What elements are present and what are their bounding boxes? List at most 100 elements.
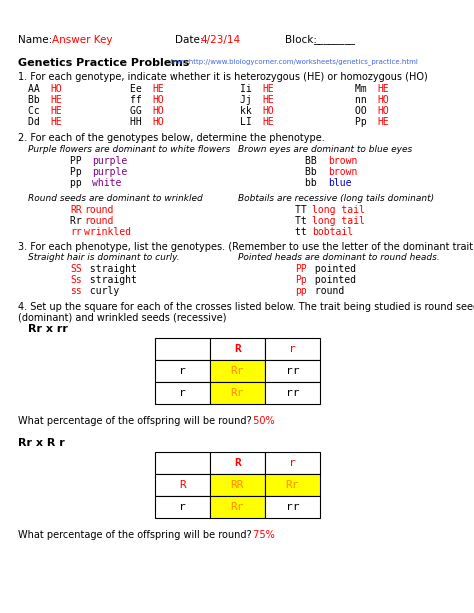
- Text: Rr: Rr: [231, 388, 244, 398]
- Text: round: round: [84, 216, 113, 226]
- Bar: [210, 360, 265, 382]
- Text: rr: rr: [286, 366, 299, 376]
- Text: R: R: [234, 344, 241, 354]
- Bar: [210, 474, 265, 496]
- Text: TT: TT: [295, 205, 313, 215]
- Bar: [265, 338, 320, 360]
- Text: 1. For each genotype, indicate whether it is heterozygous (HE) or homozygous (HO: 1. For each genotype, indicate whether i…: [18, 72, 428, 82]
- Text: ff: ff: [130, 95, 147, 105]
- Text: Block:: Block:: [285, 35, 317, 45]
- Bar: [210, 382, 265, 404]
- Text: R: R: [234, 458, 241, 468]
- Text: PP: PP: [295, 264, 307, 274]
- Text: What percentage of the offspring will be round?: What percentage of the offspring will be…: [18, 530, 252, 540]
- Text: 75%: 75%: [250, 530, 275, 540]
- Text: Ii: Ii: [240, 84, 258, 94]
- Text: HE: HE: [377, 117, 389, 127]
- Text: wrinkled: wrinkled: [84, 227, 131, 237]
- Text: pp: pp: [295, 286, 307, 296]
- Text: 3. For each phenotype, list the genotypes. (Remember to use the letter of the do: 3. For each phenotype, list the genotype…: [18, 242, 474, 252]
- Text: R: R: [179, 480, 186, 490]
- Text: r: r: [179, 388, 186, 398]
- Text: r: r: [179, 366, 186, 376]
- Text: Date:: Date:: [175, 35, 207, 45]
- Text: HE: HE: [262, 84, 274, 94]
- Bar: [155, 338, 210, 360]
- Text: ss: ss: [70, 286, 82, 296]
- Text: GG: GG: [130, 106, 147, 116]
- Text: Cc: Cc: [28, 106, 46, 116]
- Text: nn: nn: [355, 95, 373, 105]
- Text: Rr: Rr: [70, 216, 88, 226]
- Text: ________: ________: [313, 35, 355, 45]
- Text: tt: tt: [295, 227, 313, 237]
- Text: Pointed heads are dominant to round heads.: Pointed heads are dominant to round head…: [238, 253, 440, 262]
- Text: HO: HO: [50, 84, 62, 94]
- Text: HE: HE: [50, 117, 62, 127]
- Text: RR: RR: [231, 480, 244, 490]
- Text: (dominant) and wrinkled seeds (recessive): (dominant) and wrinkled seeds (recessive…: [18, 313, 227, 323]
- Text: OO: OO: [355, 106, 373, 116]
- Text: RR: RR: [70, 205, 82, 215]
- Text: Bb: Bb: [305, 167, 323, 177]
- Text: long tail: long tail: [312, 216, 365, 226]
- Text: BB: BB: [305, 156, 323, 166]
- Bar: [265, 360, 320, 382]
- Text: Pp: Pp: [295, 275, 307, 285]
- Text: HE: HE: [50, 95, 62, 105]
- Bar: [155, 474, 210, 496]
- Text: blue: blue: [328, 178, 352, 188]
- Text: Bb: Bb: [28, 95, 46, 105]
- Text: HE: HE: [262, 117, 274, 127]
- Bar: [210, 452, 265, 474]
- Text: HO: HO: [377, 95, 389, 105]
- Text: Straight hair is dominant to curly.: Straight hair is dominant to curly.: [28, 253, 180, 262]
- Text: 4/23/14: 4/23/14: [200, 35, 240, 45]
- Text: Genetics Practice Problems: Genetics Practice Problems: [18, 58, 190, 68]
- Text: Name:: Name:: [18, 35, 55, 45]
- Text: Tt: Tt: [295, 216, 313, 226]
- Text: What percentage of the offspring will be round?: What percentage of the offspring will be…: [18, 416, 252, 426]
- Text: r: r: [289, 458, 296, 468]
- Text: HO: HO: [152, 95, 164, 105]
- Bar: [155, 452, 210, 474]
- Text: Ss: Ss: [70, 275, 82, 285]
- Text: Purple flowers are dominant to white flowers: Purple flowers are dominant to white flo…: [28, 145, 230, 154]
- Text: round: round: [309, 286, 344, 296]
- Text: straight: straight: [84, 264, 137, 274]
- Text: round: round: [84, 205, 113, 215]
- Bar: [210, 496, 265, 518]
- Text: straight: straight: [84, 275, 137, 285]
- Text: rr: rr: [286, 388, 299, 398]
- Text: long tail: long tail: [312, 205, 365, 215]
- Text: brown: brown: [328, 156, 357, 166]
- Text: r: r: [289, 344, 296, 354]
- Bar: [265, 496, 320, 518]
- Text: HO: HO: [262, 106, 274, 116]
- Text: pointed: pointed: [309, 264, 356, 274]
- Text: 50%: 50%: [250, 416, 274, 426]
- Text: Rr x R r: Rr x R r: [18, 438, 65, 448]
- Text: Pp: Pp: [70, 167, 88, 177]
- Text: LI: LI: [240, 117, 258, 127]
- Text: kk: kk: [240, 106, 258, 116]
- Bar: [155, 360, 210, 382]
- Text: HE: HE: [377, 84, 389, 94]
- Text: rr: rr: [70, 227, 82, 237]
- Text: Ee: Ee: [130, 84, 147, 94]
- Text: PP: PP: [70, 156, 88, 166]
- Text: HO: HO: [152, 117, 164, 127]
- Text: brown: brown: [328, 167, 357, 177]
- Text: r: r: [179, 502, 186, 512]
- Bar: [265, 382, 320, 404]
- Text: Jj: Jj: [240, 95, 258, 105]
- Text: HE: HE: [152, 84, 164, 94]
- Text: Rr: Rr: [286, 480, 299, 490]
- Text: Pp: Pp: [355, 117, 373, 127]
- Text: bobtail: bobtail: [312, 227, 353, 237]
- Text: HO: HO: [377, 106, 389, 116]
- Text: rr: rr: [286, 502, 299, 512]
- Text: HH: HH: [130, 117, 147, 127]
- Text: Rr x rr: Rr x rr: [28, 324, 68, 334]
- Text: HE: HE: [50, 106, 62, 116]
